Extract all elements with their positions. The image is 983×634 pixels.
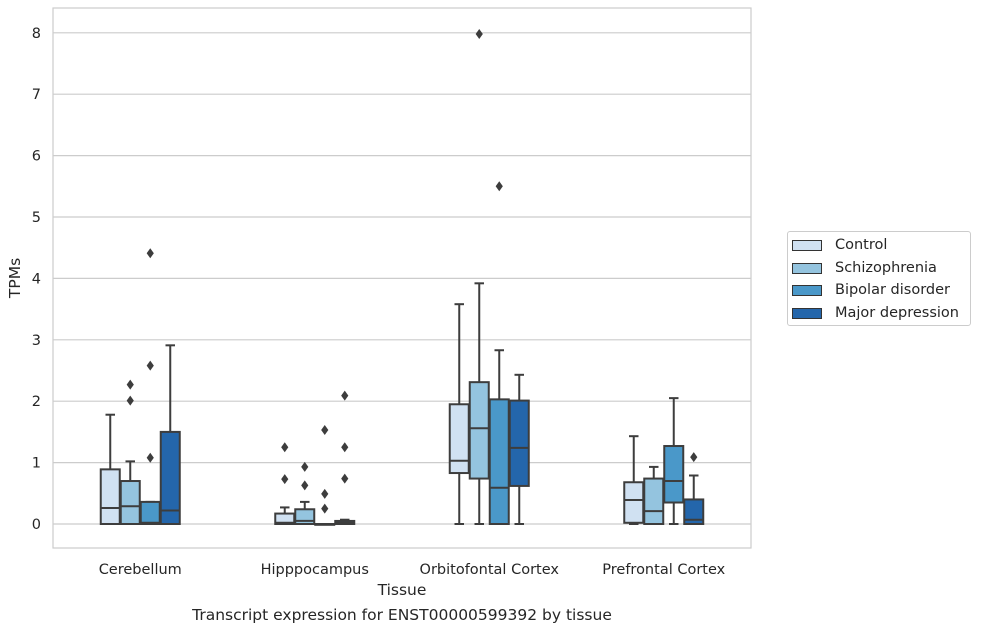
box-bipolar-disorder <box>139 248 161 525</box>
box <box>448 403 470 475</box>
outlier-point <box>341 442 349 453</box>
legend-item-major-depression: Major depression <box>792 304 959 322</box>
y-tick-label: 0 <box>32 517 41 533</box>
box <box>663 445 685 504</box>
y-tick-label: 8 <box>32 26 41 42</box>
box-control <box>448 303 470 525</box>
outlier-point <box>281 474 289 485</box>
box-major-depression <box>508 373 530 525</box>
y-axis-label: TPMs <box>6 258 24 299</box>
x-axis-label: Tissue <box>377 581 427 599</box>
outlier-point <box>690 452 698 463</box>
outlier-point <box>146 452 154 463</box>
chart-caption: Transcript expression for ENST0000059939… <box>192 606 612 624</box>
y-tick-label: 2 <box>32 394 41 410</box>
legend-item-control: Control <box>792 236 887 254</box>
x-tick-label: Orbitofontal Cortex <box>420 562 560 578</box>
y-tick-label: 1 <box>32 456 41 472</box>
box <box>508 399 530 487</box>
outlier-point <box>475 29 483 40</box>
legend: Control Schizophrenia Bipolar disorder M… <box>787 231 971 326</box>
outlier-point <box>281 442 289 453</box>
box <box>159 430 181 525</box>
y-tick-label: 3 <box>32 333 41 349</box>
outlier-point <box>146 360 154 371</box>
x-tick-label: Prefrontal Cortex <box>602 562 725 578</box>
outlier-point <box>321 425 329 436</box>
box-major-depression <box>683 452 705 526</box>
legend-swatch <box>792 239 822 251</box>
outlier-point <box>146 248 154 259</box>
box <box>468 381 490 480</box>
outlier-point <box>341 390 349 401</box>
box <box>139 500 161 525</box>
legend-swatch <box>792 284 822 296</box>
y-tick-label: 7 <box>32 87 41 103</box>
box-bipolar-disorder <box>488 181 510 525</box>
legend-swatch <box>792 262 822 274</box>
box-marks <box>99 29 705 526</box>
legend-label: Bipolar disorder <box>835 282 950 298</box>
legend-item-bipolar-disorder: Bipolar disorder <box>792 281 950 299</box>
box <box>488 398 510 525</box>
x-tick-labels: Cerebellum Hipppocampus Orbitofontal Corte… <box>99 562 726 578</box>
legend-label: Control <box>835 237 888 253</box>
y-tick-label: 4 <box>32 271 41 287</box>
y-tick-label: 6 <box>32 149 41 165</box>
outlier-point <box>321 488 329 499</box>
box-schizophrenia <box>294 461 316 526</box>
box-schizophrenia <box>468 29 490 525</box>
box <box>683 498 705 526</box>
legend-item-schizophrenia: Schizophrenia <box>792 259 937 277</box>
box <box>643 477 665 525</box>
outlier-point <box>126 395 134 406</box>
outlier-point <box>321 503 329 514</box>
y-tick-label: 5 <box>32 210 41 226</box>
legend-label: Major depression <box>835 305 959 321</box>
outlier-point <box>341 473 349 484</box>
x-tick-label: Cerebellum <box>99 562 182 578</box>
box <box>99 468 121 526</box>
box-bipolar-disorder <box>663 397 685 525</box>
box-bipolar-disorder <box>314 425 336 526</box>
box-major-depression <box>159 344 181 525</box>
box-schizophrenia <box>643 465 665 525</box>
plot-frame <box>52 7 752 549</box>
gridlines <box>53 32 751 525</box>
box-control <box>274 442 296 526</box>
box <box>623 481 645 524</box>
legend-label: Schizophrenia <box>835 260 937 276</box>
x-tick-label: Hipppocampus <box>261 562 369 578</box>
box <box>119 480 141 525</box>
outlier-point <box>301 480 309 491</box>
legend-swatch <box>792 307 822 319</box>
outlier-point <box>495 181 503 192</box>
outlier-point <box>126 379 134 390</box>
box-schizophrenia <box>119 379 141 525</box>
box-control <box>623 435 645 525</box>
box-control <box>99 413 121 526</box>
box-major-depression <box>334 390 356 525</box>
outlier-point <box>301 461 309 472</box>
y-tick-labels: 0 1 2 3 4 5 6 7 8 <box>32 26 41 533</box>
